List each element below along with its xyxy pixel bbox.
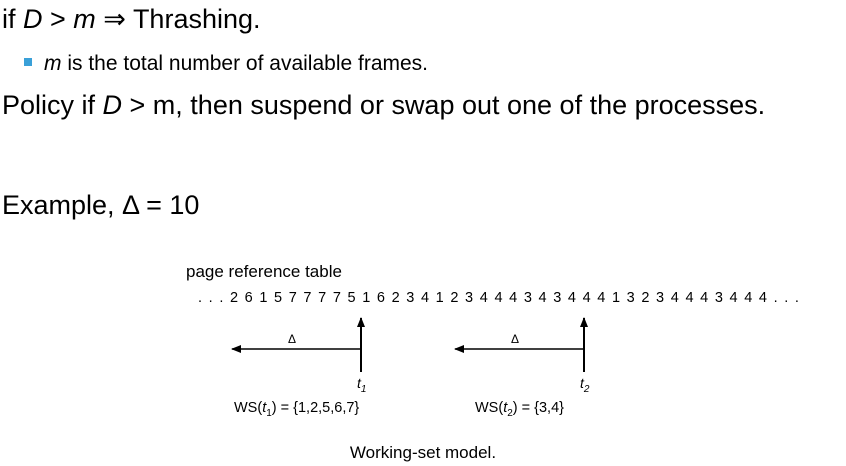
if-text: if xyxy=(2,4,24,34)
thrashing-text: Thrashing. xyxy=(132,4,261,34)
policy-line: Policy if D > m, then suspend or swap ou… xyxy=(2,90,765,121)
t1-label: t1 xyxy=(357,375,367,395)
delta-label-1: Δ xyxy=(288,332,297,346)
bullet-square-icon xyxy=(24,58,32,66)
var-d: D xyxy=(23,4,43,34)
delta-label-2: Δ xyxy=(511,332,520,346)
example-line: Example, Δ = 10 xyxy=(2,190,200,220)
policy-prefix: Policy if xyxy=(2,90,103,120)
bullet-text: is the total number of available frames. xyxy=(61,52,429,75)
t2-label: t2 xyxy=(580,375,590,395)
var-m: m xyxy=(73,4,96,34)
ws-t1-text: WS(t1) = {1,2,5,6,7} xyxy=(234,400,360,419)
gt-text: > xyxy=(42,4,74,34)
ws-t2-text: WS(t2) = {3,4} xyxy=(475,400,564,419)
policy-var-d: D xyxy=(102,90,123,120)
bullet-var-m: m xyxy=(44,52,62,75)
policy-suffix: > m, then suspend or swap out one of the… xyxy=(122,90,766,120)
thrashing-condition-line: if D > m ⇒ Thrashing. xyxy=(2,4,261,35)
bullet-m-definition: m is the total number of available frame… xyxy=(24,52,428,76)
reference-sequence: . . . 2 6 1 5 7 7 7 7 5 1 6 2 3 4 1 2 3 … xyxy=(198,290,801,306)
figure-caption: Working-set model. xyxy=(349,443,497,462)
implies-arrow: ⇒ xyxy=(95,4,133,34)
figure-label: page reference table xyxy=(186,262,342,281)
